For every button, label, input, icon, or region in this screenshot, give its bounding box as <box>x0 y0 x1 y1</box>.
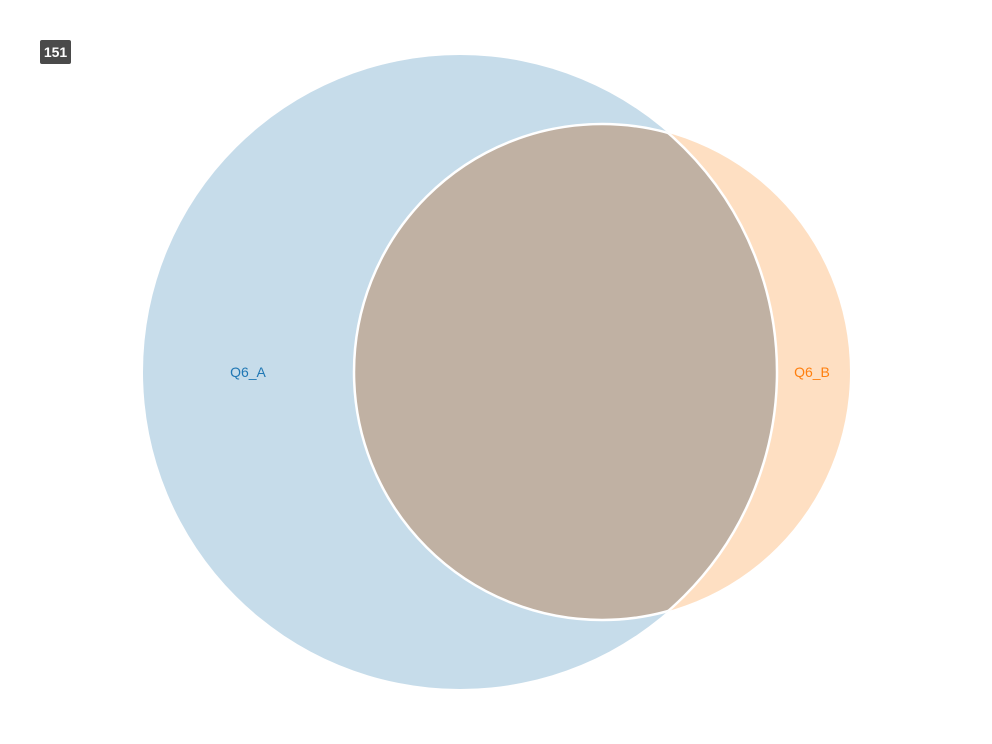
set-a-outline <box>354 124 779 620</box>
intersection-region <box>354 124 777 620</box>
count-badge: 151 <box>40 40 71 64</box>
set-a-label: Q6_A <box>230 364 266 380</box>
set-b-label: Q6_B <box>794 364 830 380</box>
set-b-outline <box>352 122 777 622</box>
